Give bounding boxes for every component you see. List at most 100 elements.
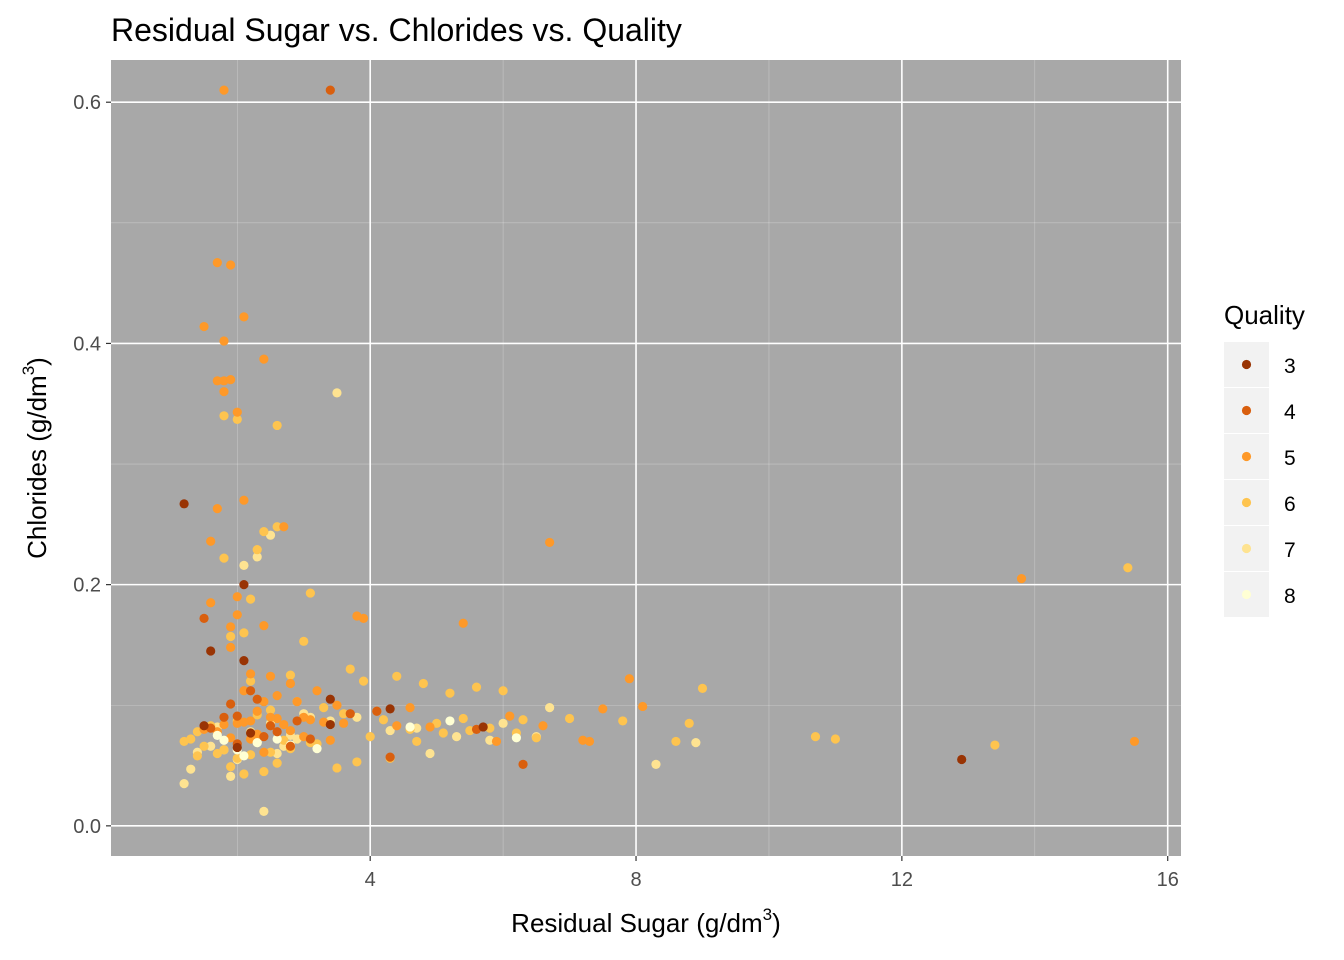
data-point bbox=[252, 706, 262, 716]
data-point bbox=[206, 646, 216, 656]
data-point bbox=[518, 759, 528, 769]
data-point bbox=[830, 734, 841, 744]
data-point bbox=[259, 732, 269, 742]
data-point bbox=[385, 704, 395, 714]
legend: Quality 3 4 5 6 7 8 bbox=[1224, 300, 1305, 617]
data-point bbox=[272, 522, 282, 532]
data-point bbox=[272, 727, 282, 737]
data-point bbox=[957, 754, 967, 765]
data-point bbox=[212, 730, 222, 740]
data-point bbox=[199, 613, 209, 624]
x-tick-label: 4 bbox=[365, 869, 376, 891]
y-axis-title: Chlorides (g/dm3) bbox=[19, 357, 52, 559]
data-point bbox=[212, 376, 222, 386]
legend-title: Quality bbox=[1224, 300, 1305, 330]
data-point bbox=[179, 779, 189, 789]
legend-label-3: 3 bbox=[1284, 355, 1296, 378]
data-point bbox=[671, 736, 681, 747]
data-point bbox=[425, 748, 435, 759]
data-point bbox=[285, 670, 296, 680]
data-point bbox=[226, 622, 236, 632]
data-point bbox=[199, 321, 209, 332]
data-point bbox=[239, 580, 249, 590]
data-point bbox=[239, 495, 249, 505]
data-point bbox=[219, 712, 229, 722]
data-point bbox=[179, 499, 189, 509]
data-point bbox=[245, 676, 256, 686]
data-point bbox=[206, 741, 216, 751]
data-point bbox=[239, 560, 249, 570]
data-point bbox=[312, 686, 322, 696]
data-point bbox=[352, 757, 362, 767]
series-quality-3 bbox=[179, 499, 967, 765]
data-point bbox=[252, 694, 262, 704]
data-point bbox=[285, 741, 296, 751]
legend-label-7: 7 bbox=[1284, 539, 1296, 562]
data-point bbox=[352, 611, 362, 621]
data-point bbox=[345, 664, 355, 674]
data-point bbox=[538, 721, 548, 731]
x-tick-label: 8 bbox=[630, 869, 641, 891]
data-point bbox=[1016, 574, 1027, 584]
data-point bbox=[219, 735, 229, 745]
data-point bbox=[451, 732, 462, 742]
data-point bbox=[232, 407, 242, 417]
data-point bbox=[425, 722, 435, 732]
data-point bbox=[511, 733, 522, 743]
data-point bbox=[232, 414, 242, 425]
data-point bbox=[199, 741, 209, 751]
data-point bbox=[232, 610, 242, 620]
data-point bbox=[232, 592, 242, 602]
data-point bbox=[299, 636, 309, 646]
data-point bbox=[405, 703, 415, 713]
data-point bbox=[219, 336, 229, 346]
data-point bbox=[219, 387, 229, 397]
legend-swatch-8 bbox=[1241, 589, 1252, 600]
data-point bbox=[545, 703, 555, 713]
data-point bbox=[232, 742, 242, 753]
data-point bbox=[206, 536, 216, 546]
legend-swatch-5 bbox=[1241, 451, 1252, 462]
data-point bbox=[245, 728, 256, 738]
data-point bbox=[285, 725, 296, 736]
data-point bbox=[372, 706, 382, 716]
data-point bbox=[618, 716, 628, 726]
chart-title: Residual Sugar vs. Chlorides vs. Quality bbox=[111, 12, 682, 48]
data-point bbox=[478, 722, 488, 732]
data-point bbox=[491, 736, 502, 747]
data-point bbox=[219, 85, 229, 95]
data-point bbox=[239, 717, 249, 727]
data-point bbox=[445, 688, 455, 698]
data-point bbox=[219, 411, 229, 421]
data-point bbox=[239, 751, 249, 761]
data-point bbox=[598, 704, 608, 714]
data-point bbox=[272, 758, 282, 768]
data-point bbox=[226, 642, 236, 652]
legend-swatch-3 bbox=[1241, 359, 1252, 370]
data-point bbox=[438, 728, 448, 738]
data-point bbox=[259, 766, 269, 777]
data-point bbox=[332, 388, 342, 398]
data-point bbox=[192, 751, 202, 761]
data-point bbox=[226, 375, 236, 385]
data-point bbox=[505, 711, 515, 721]
data-point bbox=[219, 745, 229, 755]
data-point bbox=[325, 719, 335, 730]
data-point bbox=[259, 806, 269, 816]
legend-label-6: 6 bbox=[1284, 493, 1296, 516]
data-point bbox=[638, 701, 648, 712]
data-point bbox=[518, 715, 528, 725]
y-tick-label: 0.0 bbox=[73, 816, 101, 838]
data-point bbox=[279, 719, 289, 730]
plot-panel bbox=[111, 60, 1181, 856]
data-point bbox=[265, 671, 276, 681]
data-point bbox=[697, 683, 708, 693]
data-point bbox=[239, 312, 249, 322]
data-point bbox=[259, 621, 269, 631]
data-point bbox=[405, 722, 415, 732]
data-point bbox=[245, 669, 256, 679]
data-point bbox=[212, 504, 222, 514]
data-point bbox=[332, 700, 342, 710]
data-point bbox=[365, 732, 375, 742]
